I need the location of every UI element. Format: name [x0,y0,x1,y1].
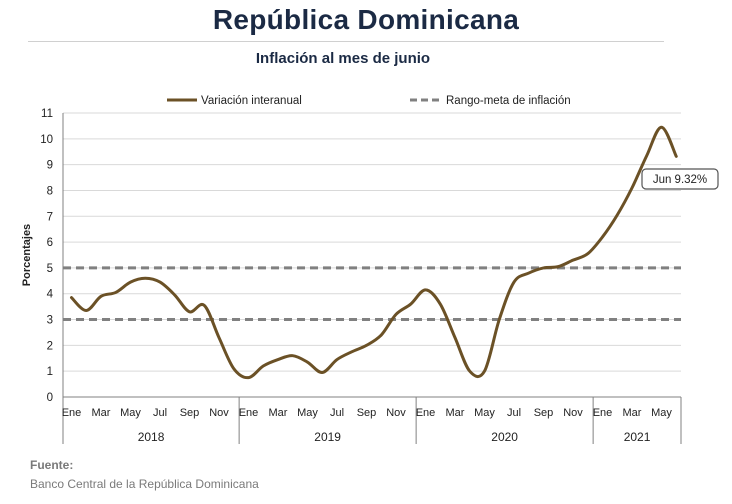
annotation-label: Jun 9.32% [653,174,707,186]
y-tick-label: 5 [47,263,53,275]
annotation-box [641,168,719,190]
y-tick-label: 10 [40,134,53,146]
y-tick-label: 8 [47,185,53,197]
x-tick-label: May [474,407,495,419]
x-tick-label: May [651,407,672,419]
x-tick-label: May [120,407,141,419]
legend-label-series: Variación interanual [201,95,302,107]
x-tick-label: Nov [209,407,229,419]
x-tick-label: Ene [62,407,82,419]
year-label: 2019 [314,430,341,444]
y-tick-label: 4 [47,289,54,301]
annotation-layer: Jun 9.32% [641,168,719,190]
series-layer [70,125,678,380]
series-line-variacion-interanual [70,125,678,380]
y-tick-label: 3 [47,315,53,327]
x-tick-label: Jul [153,407,167,419]
source-label: Fuente: [30,458,74,472]
y-tick-label: 2 [47,340,53,352]
source-text: Banco Central de la República Dominicana [30,477,259,491]
y-tick-label: 11 [41,108,53,120]
chart-axes [62,113,682,444]
x-tick-label: Sep [357,407,377,419]
y-tick-label: 1 [47,366,53,378]
legend-label-target: Rango-meta de inflación [446,95,571,107]
x-tick-label: Jul [330,407,344,419]
y-axis-label: Porcentajes [21,224,33,286]
legend: Variación interanual Rango-meta de inflac… [167,95,571,107]
x-tick-label: Sep [180,407,200,419]
x-tick-label: Nov [386,407,406,419]
x-tick-label: Mar [269,407,288,419]
x-tick-label: Ene [416,407,436,419]
gridlines [63,112,681,372]
x-tick-label: Nov [563,407,583,419]
y-tick-label: 9 [47,160,53,172]
x-tick-label: Ene [239,407,259,419]
x-tick-label: Mar [446,407,465,419]
x-tick-label: Ene [593,407,613,419]
y-tick-label: 6 [47,237,53,249]
y-tick-label: 7 [47,211,53,223]
x-tick-label: Jul [507,407,521,419]
target-range-lines [63,266,681,322]
year-label: 2018 [138,430,165,444]
axis-labels: 0 1 2 3 4 5 6 7 8 9 10 11 Porcentajes Ene Mar May Jul Sep… [21,108,672,444]
chart-title: República Dominicana [212,4,520,35]
y-tick-label: 0 [47,392,53,404]
x-tick-label: May [297,407,318,419]
year-label: 2021 [624,430,651,444]
x-tick-label: Mar [92,407,111,419]
title-divider [28,41,664,42]
x-tick-label: Mar [623,407,642,419]
year-label: 2020 [491,430,518,444]
x-tick-label: Sep [534,407,554,419]
chart-subtitle: Inflación al mes de junio [255,50,431,67]
